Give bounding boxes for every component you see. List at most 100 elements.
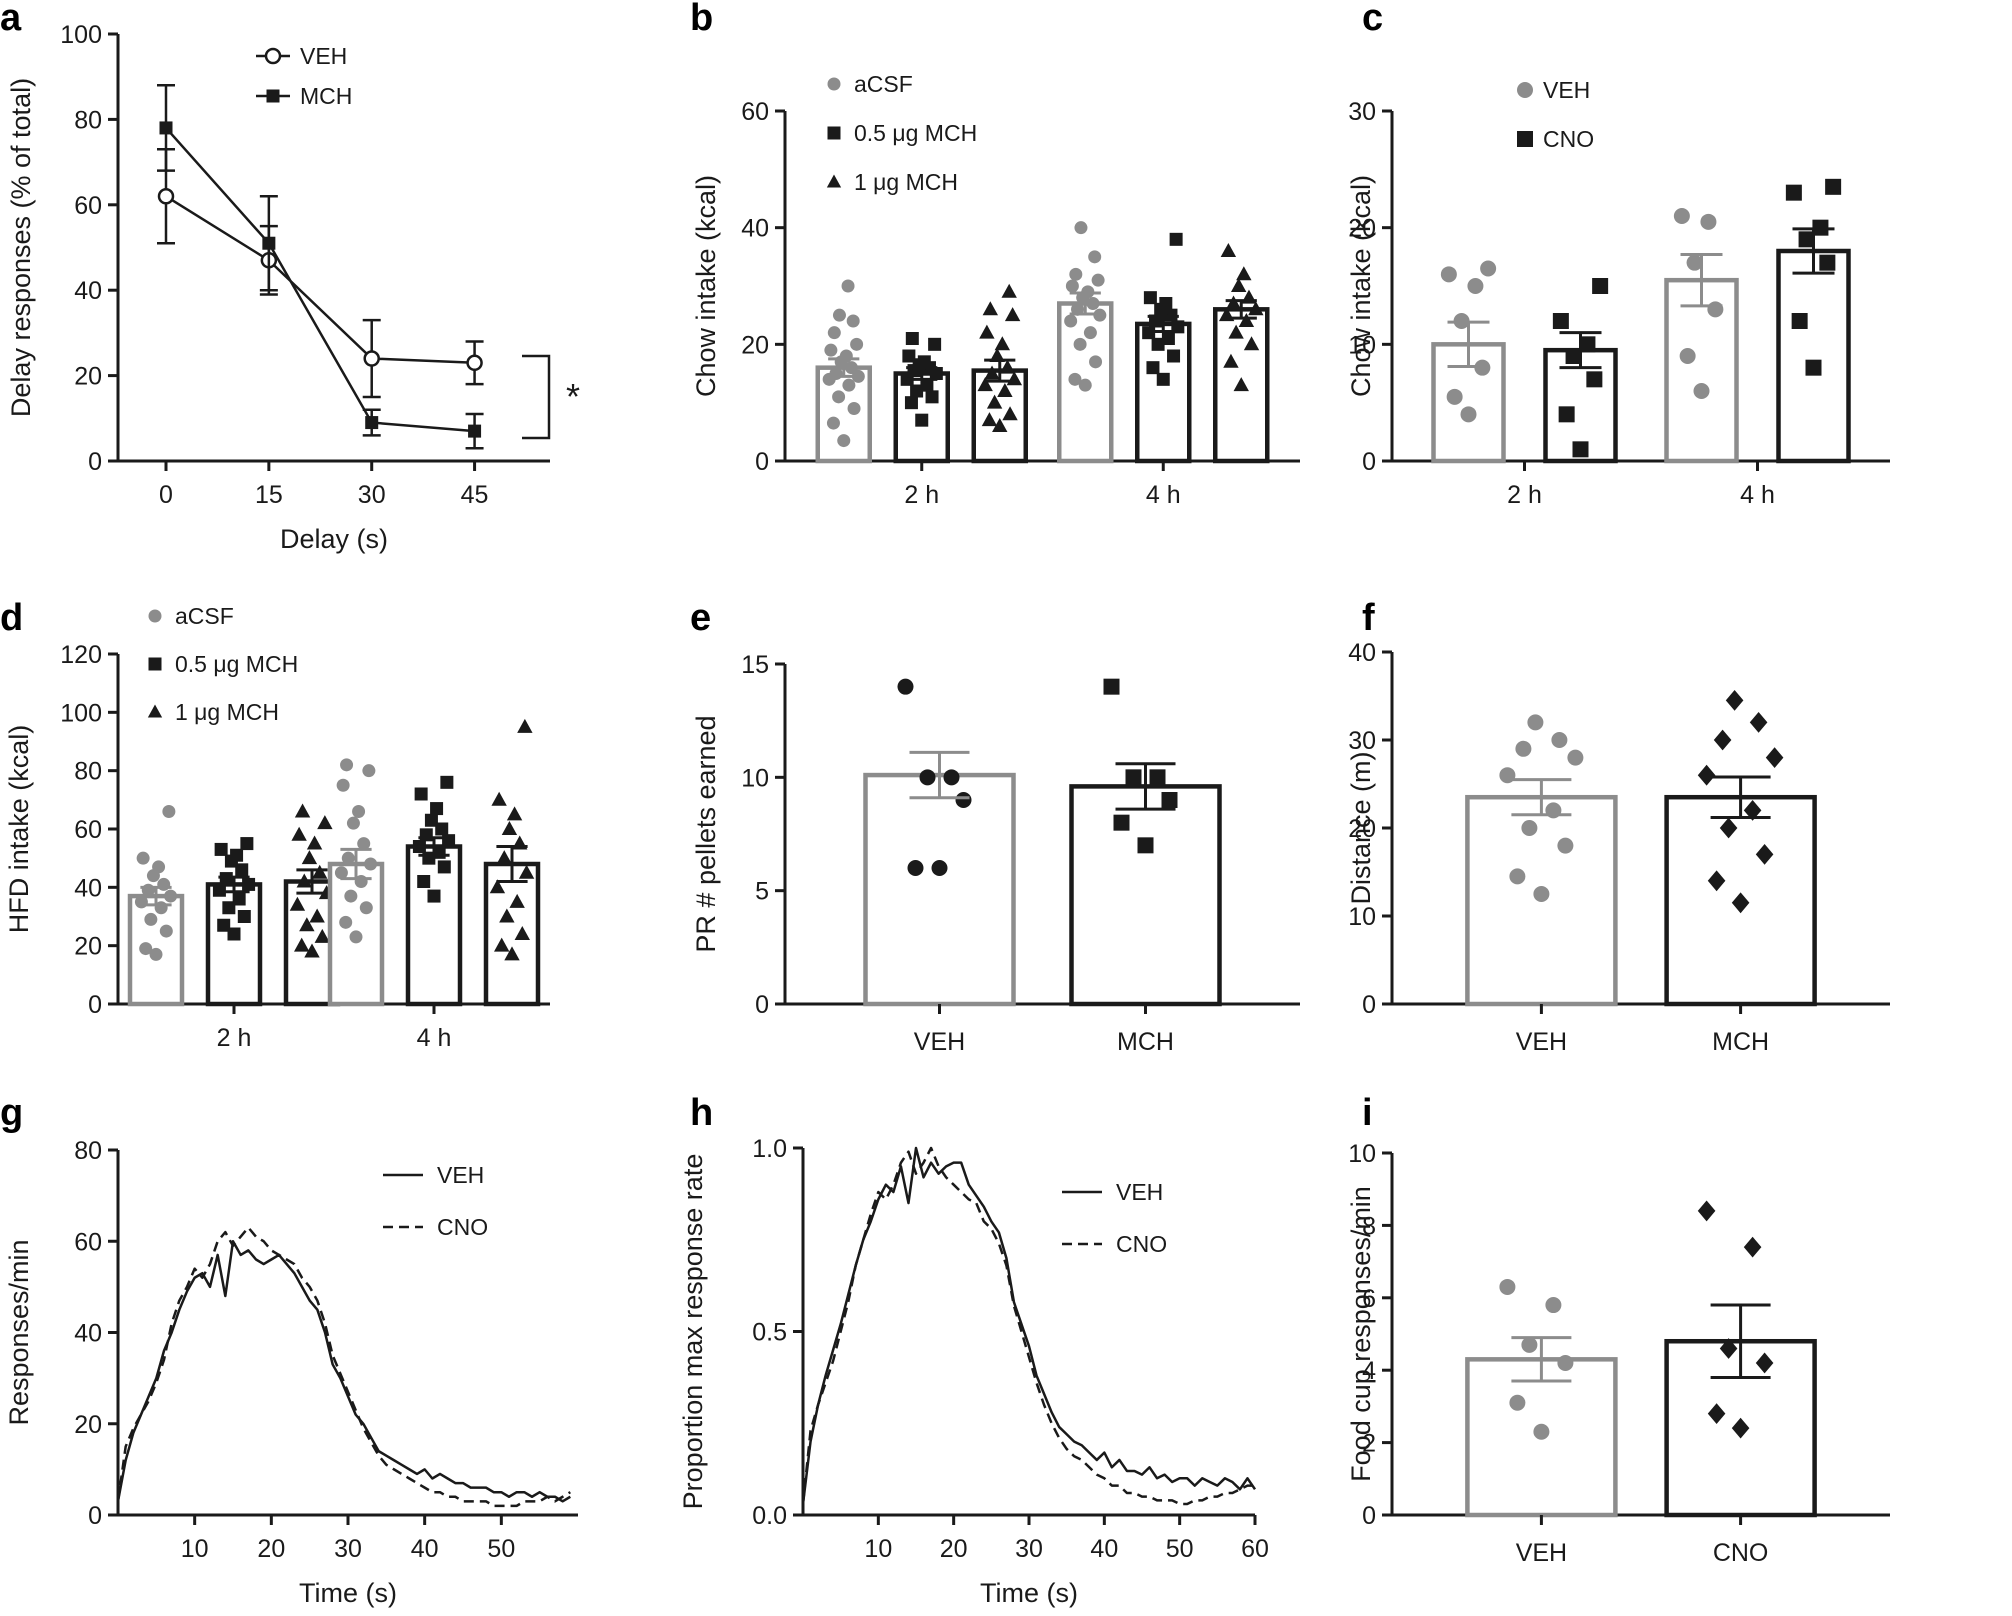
y-tick-label: 60 (74, 816, 102, 844)
data-point-veh (466, 354, 483, 372)
data-point-acsf (827, 326, 841, 340)
y-tick-label: 5 (755, 878, 769, 906)
data-point-mch (1707, 870, 1726, 892)
y-tick-label: 0.0 (752, 1502, 787, 1530)
bar-cno (1776, 248, 1851, 464)
x-tick-label: 15 (255, 481, 283, 509)
data-point-veh (1693, 383, 1710, 399)
data-point-acsf (1091, 273, 1105, 287)
data-point-acsf (1065, 279, 1079, 293)
data-point-acsf (357, 837, 371, 851)
data-point-acsf (847, 402, 861, 415)
data-point-1-μg-mch (304, 943, 320, 958)
data-point-1-μg-mch (1233, 377, 1249, 392)
data-point-0.5-μg-mch (222, 901, 236, 915)
data-point-1-μg-mch (296, 873, 312, 888)
x-tick-label: 4 h (1740, 481, 1775, 509)
data-point-1-μg-mch (299, 917, 315, 932)
data-point-0.5-μg-mch (925, 390, 939, 404)
data-point-acsf (349, 930, 363, 944)
data-point-acsf (1073, 337, 1087, 351)
y-tick-label: 4 (1362, 1357, 1376, 1385)
data-point-0.5-μg-mch (902, 349, 916, 363)
data-point-1-μg-mch (312, 864, 328, 879)
data-point-1-μg-mch (289, 896, 306, 911)
y-tick-label: 40 (741, 215, 769, 243)
y-tick-label: 60 (74, 192, 102, 220)
data-point-veh (1440, 266, 1457, 283)
data-point-1-μg-mch (999, 359, 1016, 374)
data-point-0.5-μg-mch (440, 775, 454, 789)
data-point-1-μg-mch (309, 908, 325, 923)
data-point-0.5-μg-mch (242, 877, 256, 891)
data-point-veh (1515, 740, 1532, 757)
series-line-veh (116, 1240, 571, 1503)
data-point-veh (1480, 260, 1497, 277)
data-point-cno (1707, 1403, 1726, 1425)
data-point-acsf (344, 889, 358, 903)
data-point-0.5-μg-mch (1159, 297, 1173, 310)
data-point-1-μg-mch (977, 377, 993, 392)
x-tick-label: 50 (487, 1535, 515, 1563)
data-point-1-μg-mch (496, 850, 512, 865)
panel-label-c: c (1362, 0, 1383, 39)
data-point-0.5-μg-mch (240, 837, 254, 851)
data-point-veh (1700, 213, 1717, 230)
data-point-1-μg-mch (294, 803, 311, 818)
data-point-mch (1749, 712, 1768, 733)
data-point-0.5-μg-mch (437, 860, 451, 874)
data-point-0.5-μg-mch (417, 875, 431, 888)
data-point-1-μg-mch (1248, 301, 1264, 316)
data-point-acsf (1078, 378, 1092, 392)
data-point-veh (1499, 1278, 1516, 1295)
data-point-0.5-μg-mch (414, 787, 428, 801)
data-point-veh (897, 678, 914, 695)
x-tick-label: 60 (1241, 1535, 1269, 1563)
bar-0.5-μg-mch (405, 844, 463, 1007)
data-point-1-μg-mch (1228, 324, 1244, 339)
data-point-veh (955, 792, 972, 808)
data-point-1-μg-mch (504, 946, 520, 961)
data-point-0.5-μg-mch (412, 840, 426, 853)
y-tick-label: 0 (755, 991, 769, 1019)
legend-label: 0.5 μg MCH (175, 651, 298, 677)
data-point-acsf (136, 851, 150, 865)
data-point-mch (1125, 769, 1142, 786)
panel-f: f 0 10 20 30 40 Distance (m) VEH MCH (1346, 597, 1890, 1056)
panel-i: i 0 2 4 6 8 10 Food cup responses/min VEH CNO (1346, 1092, 1890, 1567)
x-tick-label: 45 (461, 481, 489, 509)
bar-veh (863, 772, 1016, 1007)
data-point-acsf (824, 343, 838, 357)
data-point-cno (1552, 313, 1569, 329)
legend-label: VEH (1543, 77, 1590, 103)
data-point-acsf (1074, 221, 1088, 235)
data-point-cno (1579, 336, 1596, 353)
data-point-0.5-μg-mch (1151, 337, 1165, 351)
data-point-mch (365, 416, 379, 430)
y-tick-label: 0.5 (752, 1319, 787, 1347)
data-point-acsf (341, 851, 355, 865)
data-point-veh (931, 860, 948, 876)
data-point-0.5-μg-mch (430, 802, 444, 816)
data-point-veh (907, 860, 924, 876)
data-point-1-μg-mch (294, 937, 310, 952)
data-point-acsf (149, 947, 163, 961)
data-point-mch (262, 236, 276, 250)
data-point-0.5-μg-mch (237, 910, 251, 923)
data-point-1-μg-mch (984, 365, 1000, 380)
panel-g: g 0 20 40 60 80 Responses/min 10 20 30 40 50 Time (s… (0, 1092, 578, 1608)
legend-marker (147, 704, 163, 718)
data-point-acsf (164, 889, 178, 903)
data-point-1-μg-mch (489, 879, 506, 894)
data-point-veh (1509, 1394, 1526, 1411)
series-line-veh (801, 1146, 1257, 1505)
bar-1-μg-mch (483, 861, 541, 1007)
y-tick-label: 6 (1362, 1285, 1376, 1313)
x-tick-label: MCH (1712, 1028, 1769, 1056)
y-tick-label: 0 (1362, 448, 1376, 476)
y-tick-label: 0 (1362, 991, 1376, 1019)
x-tick-label: 20 (257, 1535, 285, 1563)
data-point-1-μg-mch (992, 417, 1008, 432)
data-point-0.5-μg-mch (1161, 332, 1175, 345)
data-point-acsf (850, 337, 864, 351)
